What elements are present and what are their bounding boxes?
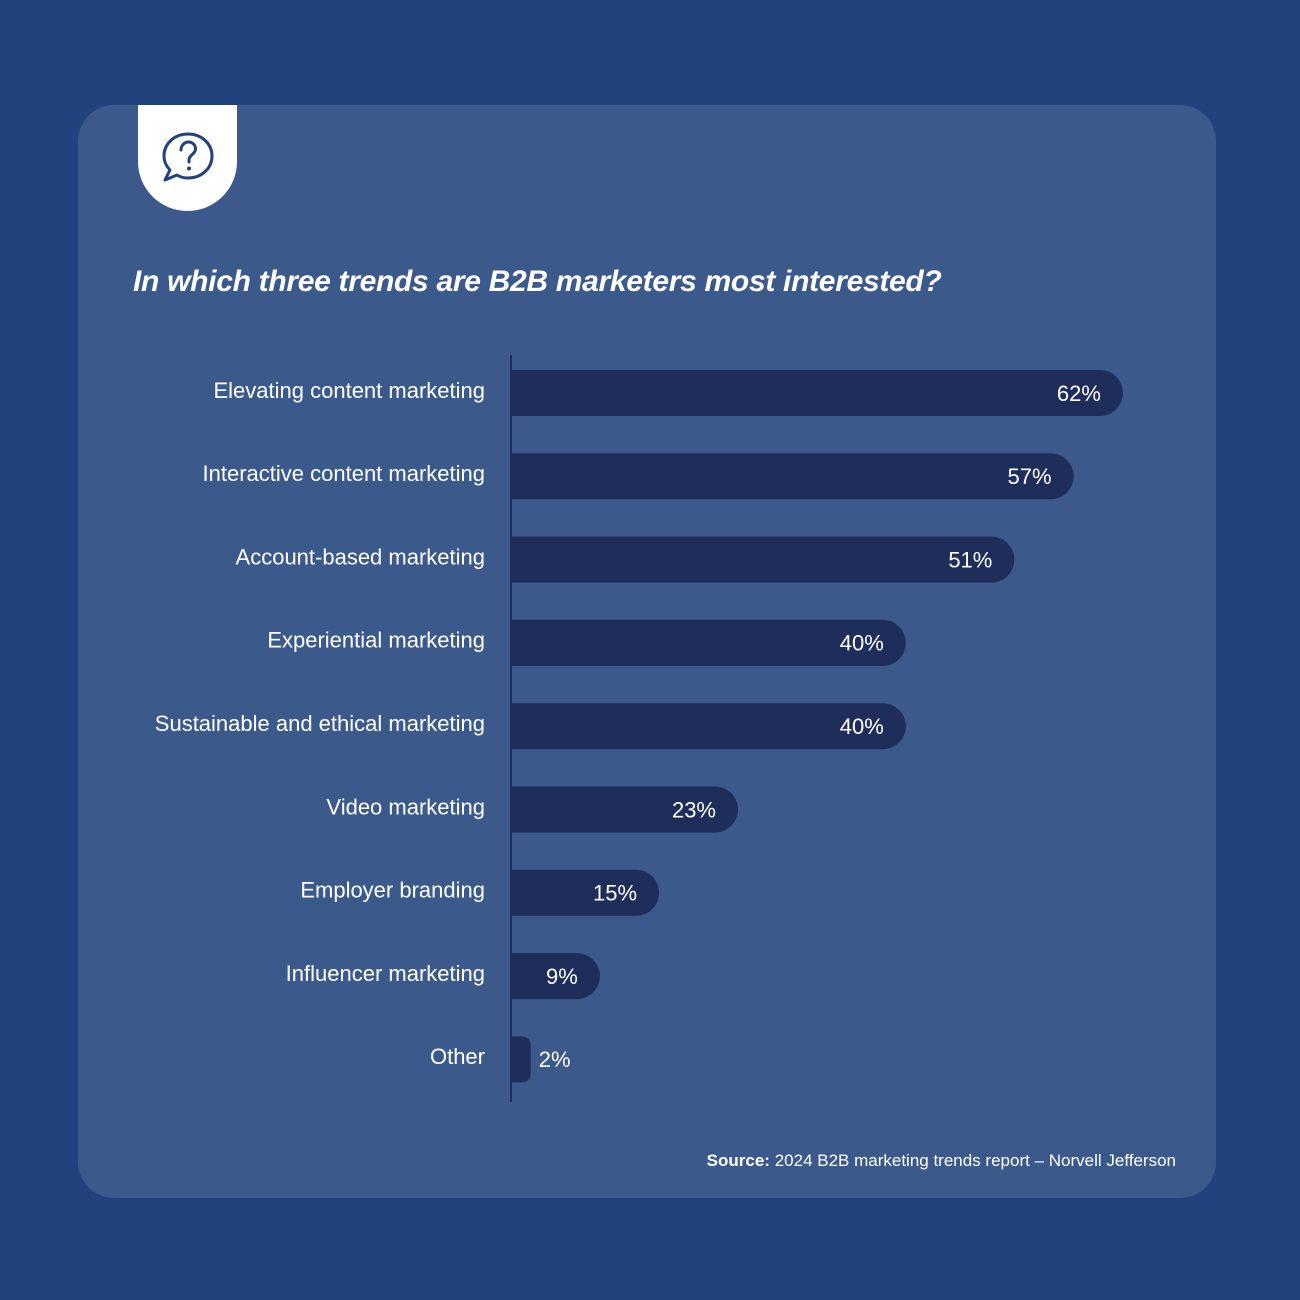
category-label: Interactive content marketing [203, 461, 485, 486]
category-label: Account-based marketing [236, 544, 485, 569]
value-label: 40% [840, 714, 884, 739]
source-label: Source: [706, 1151, 770, 1170]
source-text: 2024 B2B marketing trends report – Norve… [774, 1151, 1176, 1170]
category-label: Influencer marketing [286, 961, 485, 986]
value-label: 9% [546, 964, 578, 989]
bar [511, 536, 1015, 583]
bar [511, 453, 1074, 500]
value-label: 15% [593, 881, 637, 906]
value-label: 51% [948, 547, 992, 572]
chart-title: In which three trends are B2B marketers … [133, 265, 942, 298]
value-label: 2% [539, 1047, 571, 1072]
chart-card: In which three trends are B2B marketers … [78, 105, 1216, 1198]
bar [511, 370, 1123, 416]
category-label: Experiential marketing [267, 628, 485, 653]
icon-tab [138, 105, 237, 211]
source-note: Source: 2024 B2B marketing trends report… [707, 1151, 1176, 1171]
bar [511, 953, 600, 1000]
value-label: 23% [672, 797, 716, 822]
question-speech-bubble-icon [162, 132, 213, 182]
bar [511, 869, 660, 916]
bar [511, 619, 906, 666]
bar-chart: Elevating content marketing 62% Interactiv… [155, 355, 1123, 1102]
category-label: Other [430, 1044, 485, 1069]
category-label: Employer branding [300, 878, 485, 903]
bar [511, 786, 739, 833]
value-label: 40% [840, 631, 884, 656]
value-label: 57% [1008, 464, 1052, 489]
category-label: Video marketing [326, 794, 485, 819]
bar [511, 703, 906, 750]
category-label: Sustainable and ethical marketing [155, 711, 485, 736]
category-label: Elevating content marketing [214, 378, 486, 403]
bar [511, 1036, 531, 1083]
value-label: 62% [1057, 381, 1101, 406]
